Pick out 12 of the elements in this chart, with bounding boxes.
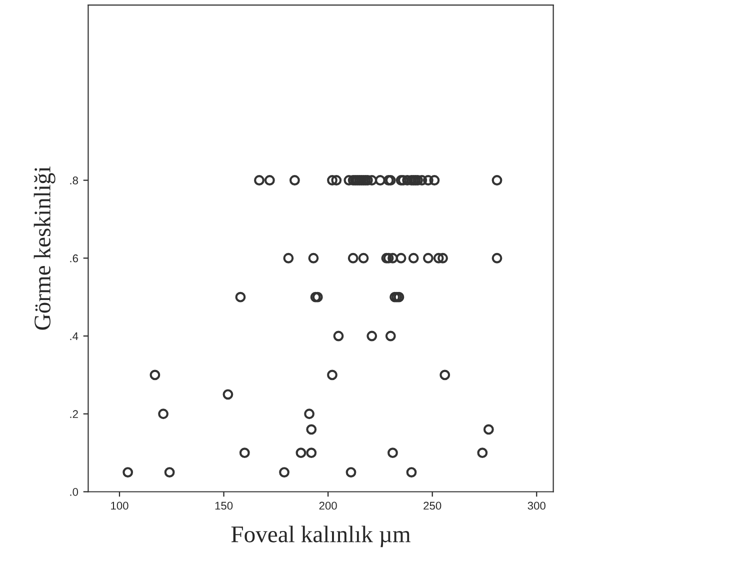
y-tick-label: .0 [70,488,78,496]
x-axis-title: Foveal kalınlık µm [231,526,410,548]
y-tick-label: .6 [70,254,78,262]
x-tick-label: 150 [215,502,233,510]
y-axis-title: Görme keskinliği [34,166,56,330]
x-tick-label: 200 [319,502,337,510]
x-tick-label: 250 [424,502,442,510]
x-tick-label: 100 [111,502,128,510]
y-tick-label: .4 [70,332,78,340]
x-tick-label: 300 [528,502,546,510]
y-tick-label: .8 [70,176,78,184]
y-tick-label: .2 [70,410,78,418]
